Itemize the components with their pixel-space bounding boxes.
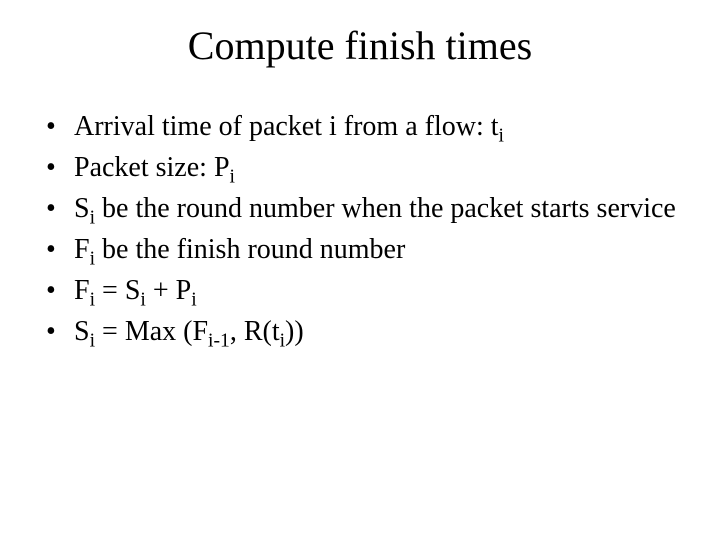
bullet-item: Arrival time of packet i from a flow: ti bbox=[40, 109, 680, 144]
subscript: i bbox=[230, 167, 235, 188]
bullet-item: Fi be the finish round number bbox=[40, 232, 680, 267]
bullet-item: Si be the round number when the packet s… bbox=[40, 191, 680, 226]
bullet-item: Fi = Si + Pi bbox=[40, 273, 680, 308]
subscript: i bbox=[90, 290, 95, 311]
subscript: i bbox=[499, 126, 504, 147]
slide: Compute finish times Arrival time of pac… bbox=[0, 0, 720, 540]
subscript: i bbox=[90, 331, 95, 352]
subscript: i bbox=[280, 331, 285, 352]
slide-title: Compute finish times bbox=[0, 0, 720, 109]
subscript: i-1 bbox=[208, 331, 230, 352]
subscript: i bbox=[90, 249, 95, 270]
subscript: i bbox=[191, 290, 196, 311]
bullet-list: Arrival time of packet i from a flow: ti… bbox=[0, 109, 720, 349]
subscript: i bbox=[140, 290, 145, 311]
subscript: i bbox=[90, 208, 95, 229]
bullet-item: Packet size: Pi bbox=[40, 150, 680, 185]
bullet-item: Si = Max (Fi-1, R(ti)) bbox=[40, 314, 680, 349]
